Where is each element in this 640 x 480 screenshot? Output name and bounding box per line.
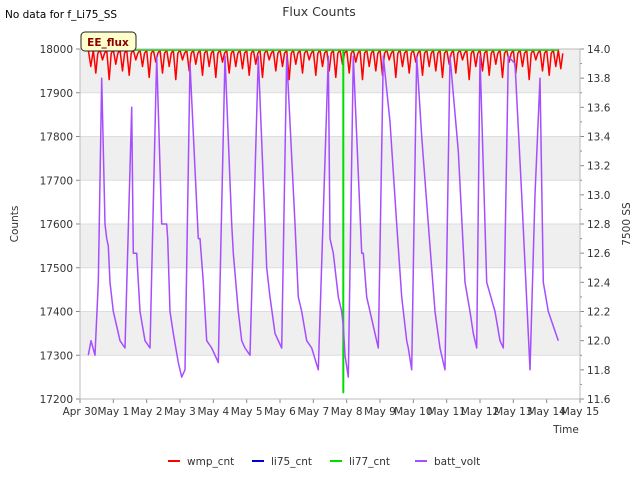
y-tick-label: 17300 <box>40 350 73 362</box>
y2-tick-label: 13.6 <box>587 102 611 114</box>
x-tick-label: May 1 <box>97 406 129 418</box>
x-tick-label: May 3 <box>164 406 196 418</box>
x-tick-label: May 6 <box>264 406 296 418</box>
y2-tick-label: 12.6 <box>587 248 611 260</box>
legend: wmp_cnt li75_cnt li77_cnt batt_volt <box>168 456 480 468</box>
x-tick-label: May 10 <box>394 406 432 418</box>
x-tick-label: May 13 <box>494 406 532 418</box>
ee-flux-badge: EE_flux <box>80 31 137 52</box>
y2-tick-label: 12.0 <box>587 336 610 348</box>
plot-frame <box>79 48 581 400</box>
x-tick-label: May 8 <box>331 406 363 418</box>
y-tick-label: 17200 <box>40 394 73 406</box>
badge-box <box>80 31 137 52</box>
y2-axis-label: 7500 SS <box>621 202 633 246</box>
x-tick-label: May 11 <box>427 406 465 418</box>
no-data-note: No data for f_Li75_SS <box>5 9 117 21</box>
x-tick-label: May 9 <box>364 406 396 418</box>
axes <box>76 48 584 403</box>
y-tick-label: 17700 <box>40 175 73 187</box>
y-tick-label: 17600 <box>40 219 73 231</box>
y2-tick-label: 13.0 <box>587 190 610 202</box>
legend-label-li75-cnt: li75_cnt <box>271 456 312 468</box>
tick-labels: 17200 17300 17400 17500 17600 17700 17800 17900… <box>40 44 611 418</box>
chart-title: Flux Counts <box>282 4 356 19</box>
x-tick-label: May 2 <box>131 406 163 418</box>
x-tick-label: May 12 <box>461 406 499 418</box>
legend-label-wmp-cnt: wmp_cnt <box>187 456 234 468</box>
y-tick-label: 17900 <box>40 88 73 100</box>
y2-tick-label: 12.2 <box>587 307 610 319</box>
legend-label-li77-cnt: li77_cnt <box>349 456 390 468</box>
y2-tick-label: 14.0 <box>587 44 610 56</box>
y2-tick-label: 11.8 <box>587 365 610 377</box>
y2-tick-label: 12.8 <box>587 219 610 231</box>
x-tick-label: Apr 30 <box>63 406 98 418</box>
badge-label: EE_flux <box>87 37 129 49</box>
x-tick-label: May 5 <box>231 406 263 418</box>
y2-tick-label: 13.4 <box>587 132 611 144</box>
y-tick-label: 17400 <box>40 307 73 319</box>
series-layer <box>87 48 564 394</box>
x-tick-label: May 7 <box>297 406 329 418</box>
series-li77-cnt <box>88 48 559 394</box>
y2-tick-label: 11.6 <box>587 394 611 406</box>
legend-label-batt-volt: batt_volt <box>434 456 480 468</box>
y-tick-label: 17500 <box>40 263 73 275</box>
band <box>80 311 580 356</box>
y2-tick-label: 13.8 <box>587 73 610 85</box>
y-axis-label: Counts <box>9 206 21 243</box>
y-tick-label: 18000 <box>40 44 73 56</box>
x-tick-label: May 15 <box>561 406 599 418</box>
x-axis-label: Time <box>552 424 579 436</box>
series-batt-volt <box>87 55 560 378</box>
x-tick-label: May 4 <box>197 406 229 418</box>
y2-tick-label: 12.4 <box>587 277 611 289</box>
x-tick-label: May 14 <box>527 406 566 418</box>
y2-tick-label: 13.2 <box>587 161 610 173</box>
y-tick-label: 17800 <box>40 132 73 144</box>
